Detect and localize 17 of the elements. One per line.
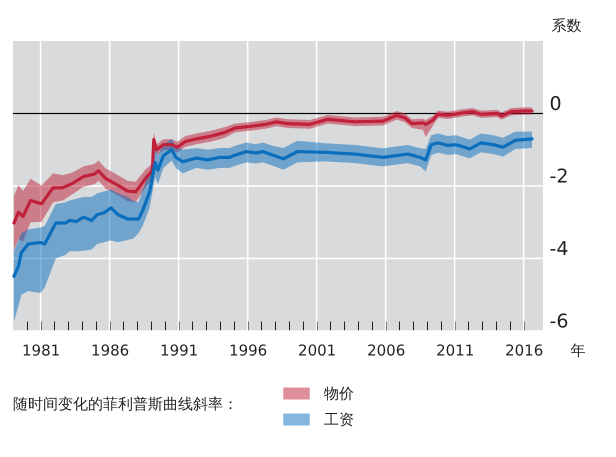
legend-label: 物价 xyxy=(324,384,354,402)
y-tick-label: 0 xyxy=(550,93,562,115)
x-tick-label: 2011 xyxy=(436,342,474,360)
legend-title: 随时间变化的菲利普斯曲线斜率： xyxy=(13,395,238,413)
x-tick-label: 1991 xyxy=(160,342,198,360)
x-tick-label: 1981 xyxy=(22,342,60,360)
x-tick-label: 2001 xyxy=(298,342,336,360)
x-tick-label: 1986 xyxy=(91,342,130,360)
y-axis-title: 系数 xyxy=(552,16,582,34)
x-tick-label: 2016 xyxy=(505,342,544,360)
legend-label: 工资 xyxy=(324,410,354,428)
y-tick-label: -4 xyxy=(550,238,568,260)
y-tick-label: -6 xyxy=(550,310,568,332)
x-axis-title: 年 xyxy=(570,342,586,360)
x-tick-label: 2006 xyxy=(367,342,406,360)
x-tick-label: 1996 xyxy=(229,342,268,360)
y-tick-label: -2 xyxy=(550,166,568,188)
